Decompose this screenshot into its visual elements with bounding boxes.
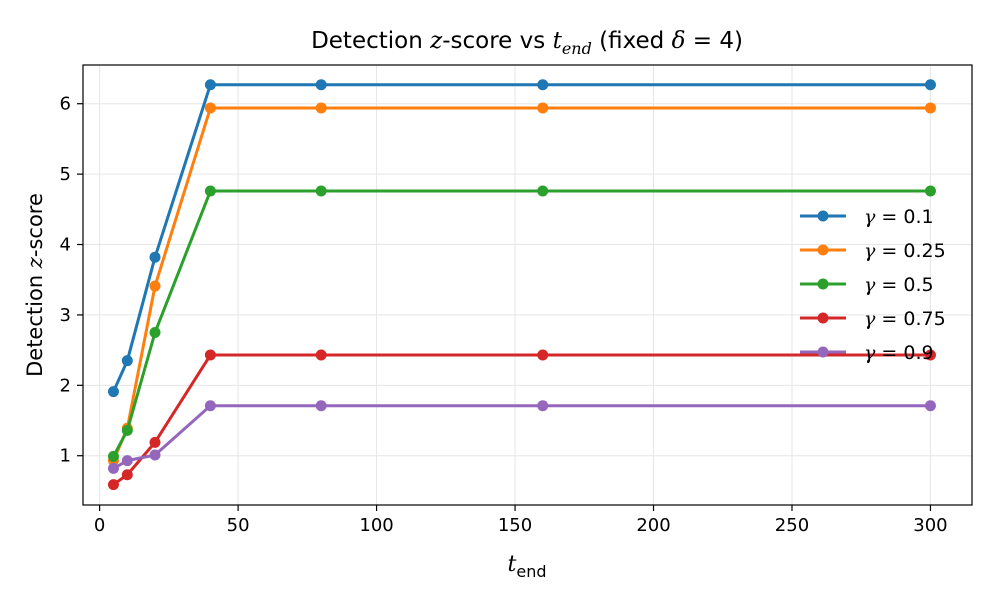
- y-tick-label: 2: [60, 375, 71, 396]
- legend-marker: [817, 346, 829, 358]
- series-line: [112, 404, 931, 470]
- y-tick-label: 4: [60, 235, 71, 256]
- y-tick-label: 3: [60, 305, 71, 326]
- data-point: [204, 185, 216, 197]
- title-t: t: [553, 28, 563, 54]
- series-layer: [107, 79, 936, 491]
- data-point: [121, 469, 133, 481]
- data-point: [537, 102, 549, 114]
- legend-label: γ = 0.1: [864, 206, 934, 228]
- legend-label: γ = 0.9: [864, 342, 934, 364]
- series-3: [107, 185, 936, 462]
- data-point: [204, 349, 216, 361]
- data-point: [149, 251, 161, 263]
- title-sub: end: [562, 39, 592, 58]
- data-point: [121, 355, 133, 367]
- data-point: [924, 79, 936, 91]
- x-tick-label: 100: [359, 515, 393, 536]
- data-point: [315, 102, 327, 114]
- data-point: [924, 102, 936, 114]
- data-point: [537, 79, 549, 91]
- series-1: [107, 79, 936, 398]
- y-axis-label: Detection z-score: [23, 193, 47, 377]
- data-point: [204, 102, 216, 114]
- legend-marker: [817, 244, 829, 256]
- series-line: [112, 83, 931, 393]
- plot-frame: [82, 64, 973, 506]
- chart-title: Detection z-score vs tend (fixed δ = 4): [311, 28, 743, 58]
- legend-item: γ = 0.9: [800, 342, 934, 364]
- data-point: [149, 436, 161, 448]
- x-axis-sub: end: [516, 562, 546, 581]
- x-axis-label: tend: [508, 552, 547, 581]
- data-point: [924, 185, 936, 197]
- y-axis-suffix: -score: [23, 193, 47, 257]
- legend-marker: [817, 210, 829, 222]
- data-point: [537, 349, 549, 361]
- legend-item: γ = 0.25: [800, 240, 946, 262]
- y-axis-z: z: [23, 256, 47, 269]
- data-point: [107, 386, 119, 398]
- legend-marker: [817, 278, 829, 290]
- title-suffix: (fixed: [592, 28, 672, 54]
- title-delta: δ: [672, 28, 686, 54]
- series-line: [112, 189, 931, 458]
- legend-label: γ = 0.25: [864, 240, 946, 262]
- legend-item: γ = 0.75: [800, 308, 946, 330]
- data-point: [315, 349, 327, 361]
- data-point: [537, 400, 549, 412]
- data-point: [204, 400, 216, 412]
- title-mid: -score vs: [442, 28, 552, 54]
- legend-item: γ = 0.1: [800, 206, 934, 228]
- data-point: [315, 400, 327, 412]
- y-tick-label: 6: [60, 94, 71, 115]
- legend: γ = 0.1 γ = 0.25 γ = 0.5 γ = 0.75 γ = 0.9: [800, 206, 946, 364]
- data-point: [107, 462, 119, 474]
- data-point: [924, 400, 936, 412]
- series-4: [107, 349, 936, 491]
- x-tick-label: 250: [775, 515, 809, 536]
- title-prefix: Detection: [311, 28, 430, 54]
- data-point: [924, 349, 936, 361]
- x-tick-label: 0: [94, 515, 105, 536]
- y-tick-label: 1: [60, 446, 71, 467]
- title-eq: = 4): [685, 28, 743, 54]
- legend-marker: [817, 312, 829, 324]
- axis-ticks: 0 50 100 150 200 250 300 1 2 3 4 5 6: [60, 94, 948, 536]
- data-point: [315, 185, 327, 197]
- x-tick-label: 50: [227, 515, 250, 536]
- y-axis-prefix: Detection: [23, 268, 47, 377]
- legend-label: γ = 0.5: [864, 274, 934, 296]
- data-point: [315, 79, 327, 91]
- data-point: [537, 185, 549, 197]
- data-point: [107, 450, 119, 462]
- data-point: [149, 449, 161, 461]
- x-tick-label: 200: [636, 515, 670, 536]
- y-tick-label: 5: [60, 164, 71, 185]
- legend-label: γ = 0.75: [864, 308, 946, 330]
- series-5: [107, 400, 936, 474]
- data-point: [149, 327, 161, 339]
- legend-item: γ = 0.5: [800, 274, 934, 296]
- data-point: [204, 79, 216, 91]
- title-z: z: [429, 28, 443, 54]
- data-point: [149, 280, 161, 292]
- x-tick-label: 150: [498, 515, 532, 536]
- x-axis-var: t: [508, 552, 517, 577]
- x-tick-label: 300: [913, 515, 947, 536]
- series-line: [112, 353, 931, 486]
- data-point: [121, 455, 133, 467]
- data-point: [121, 424, 133, 436]
- data-point: [107, 479, 119, 491]
